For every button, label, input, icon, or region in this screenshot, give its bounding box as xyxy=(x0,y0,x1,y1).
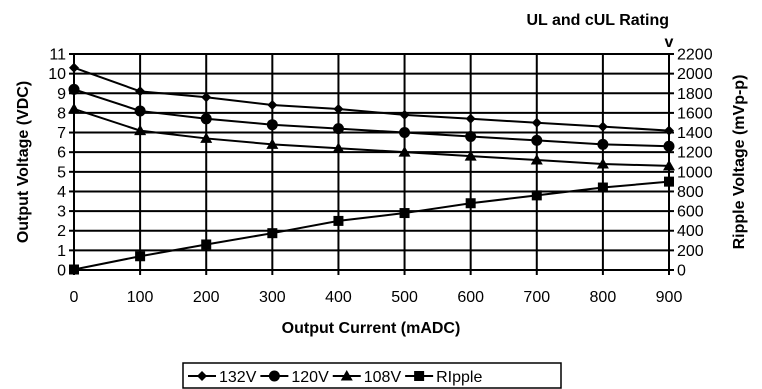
data-point-120v xyxy=(200,113,212,125)
x-tick-label: 300 xyxy=(259,289,286,306)
y2-tick-label: 600 xyxy=(677,204,704,221)
x-tick-label: 700 xyxy=(523,289,550,306)
data-point-108v xyxy=(200,132,213,143)
data-point-ripple xyxy=(597,182,608,193)
y2-tick-label: 1400 xyxy=(677,125,713,142)
chart-title: UL and cUL Rating xyxy=(526,12,669,29)
data-point-ripple xyxy=(399,208,410,219)
legend: 132V 120V 108V RIpple xyxy=(182,362,562,389)
x-tick-label: 100 xyxy=(127,289,154,306)
x-tick-label: 600 xyxy=(457,289,484,306)
data-point-108v xyxy=(464,150,477,161)
y-tick-label: 4 xyxy=(57,184,66,201)
data-point-ripple xyxy=(531,190,542,201)
legend-marker xyxy=(340,370,353,381)
x-axis-ticks: 0 100 200 300 400 500 600 700 800 900 xyxy=(70,270,683,306)
y2-tick-label: 400 xyxy=(677,223,704,240)
legend-marker xyxy=(268,370,280,382)
y2-tick-label: 2200 xyxy=(677,47,713,64)
y-tick-label: 0 xyxy=(57,263,66,280)
y2-tick-label: 1000 xyxy=(677,164,713,181)
data-point-108v xyxy=(134,124,147,136)
y-axis-title: Output Voltage (VDC) xyxy=(15,81,32,243)
data-point-120v xyxy=(134,105,146,117)
data-point-120v xyxy=(266,119,278,131)
x-axis-title: Output Current (mADC) xyxy=(282,320,461,337)
y2-tick-label: 200 xyxy=(677,243,704,260)
y2-tick-label: 800 xyxy=(677,184,704,201)
x-tick-label: 200 xyxy=(193,289,220,306)
series-line-ripple xyxy=(73,180,670,271)
series-line-108v xyxy=(73,108,670,167)
data-point-120v xyxy=(531,134,543,146)
data-point-108v xyxy=(530,154,543,165)
data-point-ripple xyxy=(135,251,146,262)
y2-tick-label: 1600 xyxy=(677,105,713,122)
data-point-132v xyxy=(201,92,212,103)
data-point-108v xyxy=(266,138,279,149)
legend-label: RIpple xyxy=(436,369,482,386)
data-point-ripple xyxy=(333,215,344,226)
data-point-132v xyxy=(333,103,344,114)
data-point-132v xyxy=(531,117,542,128)
data-point-108v xyxy=(332,142,345,153)
data-point-132v xyxy=(597,121,608,132)
data-point-108v xyxy=(398,146,411,157)
legend-label: 108V xyxy=(364,369,402,386)
x-tick-label: 900 xyxy=(656,289,683,306)
x-tick-label: 400 xyxy=(325,289,352,306)
y-tick-label: 3 xyxy=(57,204,66,221)
y2-axis-ticks: 0 200 400 600 800 1000 1200 1400 1600 1800 2000 220… xyxy=(669,47,713,280)
data-point-132v xyxy=(135,86,146,97)
y-tick-label: 2 xyxy=(57,223,66,240)
legend-marker xyxy=(414,371,425,381)
y-tick-label: 10 xyxy=(48,66,66,83)
data-point-ripple xyxy=(201,239,212,250)
y2-axis-title: Ripple Voltage (mVp-p) xyxy=(731,75,748,250)
data-point-132v xyxy=(399,109,410,120)
y-tick-label: 5 xyxy=(57,164,66,181)
data-point-120v xyxy=(597,138,609,150)
legend-marker xyxy=(197,371,207,381)
data-point-ripple xyxy=(465,198,476,209)
series-line-132v xyxy=(73,66,670,132)
y-tick-label: 8 xyxy=(57,105,66,122)
y2-tick-label: 1200 xyxy=(677,145,713,162)
y-tick-label: 1 xyxy=(57,243,66,260)
legend-label: 120V xyxy=(291,369,329,386)
y-tick-label: 11 xyxy=(49,47,66,64)
data-point-132v xyxy=(267,100,278,111)
data-point-108v xyxy=(596,157,609,169)
legend-box xyxy=(182,362,562,389)
x-tick-label: 0 xyxy=(70,289,79,306)
plot-area-frame xyxy=(73,53,670,271)
y2-tick-label: 1800 xyxy=(677,86,713,103)
y2-tick-label: 2000 xyxy=(677,66,713,83)
legend-label: 132V xyxy=(219,369,257,386)
y2-tick-label: 0 xyxy=(677,263,686,280)
data-point-ripple xyxy=(267,228,278,239)
x-tick-label: 500 xyxy=(391,289,418,306)
series-layer xyxy=(68,62,675,275)
data-point-120v xyxy=(332,123,344,135)
data-point-120v xyxy=(399,127,411,139)
y-tick-label: 6 xyxy=(57,145,66,162)
data-point-120v xyxy=(465,130,477,142)
chart-subtitle: v xyxy=(665,34,674,51)
y-tick-label: 9 xyxy=(57,86,66,103)
x-tick-label: 800 xyxy=(590,289,617,306)
y-tick-label: 7 xyxy=(57,125,66,142)
data-point-132v xyxy=(465,113,476,124)
series-line-120v xyxy=(73,88,670,148)
y-axis-ticks: 0 1 2 3 4 5 6 7 8 9 10 11 xyxy=(48,47,74,280)
